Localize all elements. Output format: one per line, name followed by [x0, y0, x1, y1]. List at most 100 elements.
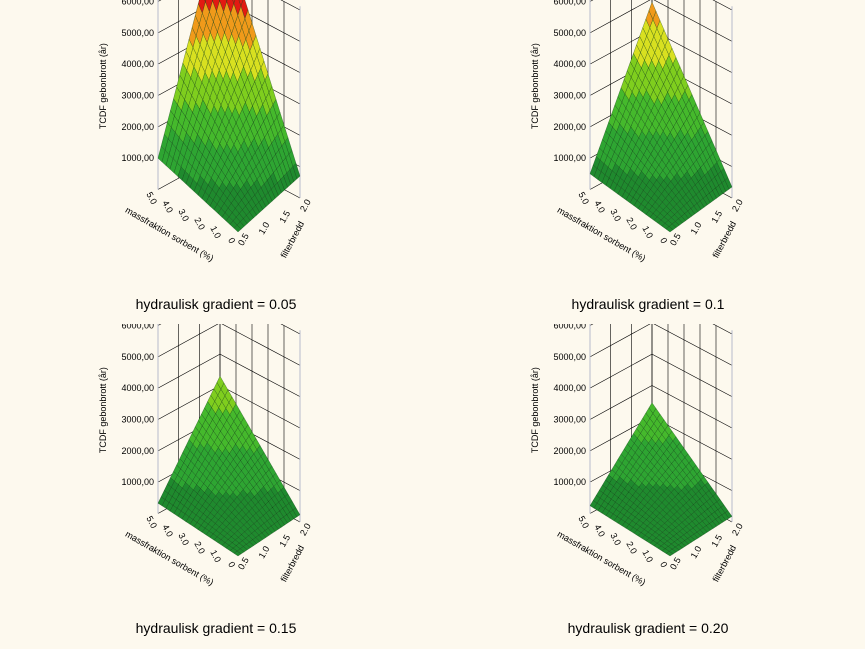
x-tick-label: 3.0 — [608, 207, 623, 223]
z-tick-label: 3000,00 — [553, 415, 586, 425]
y-axis-label: filterbredd — [279, 220, 307, 260]
y-axis-label: filterbredd — [711, 544, 739, 584]
x-axis-label: massfraktion sorbent (%) — [556, 205, 648, 264]
z-tick-label: 1000,00 — [553, 477, 586, 487]
x-tick-label: 0 — [226, 236, 237, 245]
z-tick-label: 5000,00 — [553, 352, 586, 362]
y-tick-label: 1.5 — [709, 533, 724, 549]
x-tick-label: 2.0 — [192, 216, 207, 232]
x-tick-label: 1.0 — [640, 548, 655, 564]
z-tick-label: 2000,00 — [553, 122, 586, 132]
z-tick-label: 6000,00 — [553, 0, 586, 7]
x-tick-label: 1.0 — [208, 224, 223, 240]
chart-panel-2: 1000,00 2000,00 3000,00 4000,00 5000,00 6000,… — [432, 0, 864, 324]
y-tick-label: 2.0 — [298, 198, 313, 214]
z-tick-label: 6000,00 — [121, 324, 154, 331]
x-tick-label: 5.0 — [576, 514, 591, 530]
surface-cell — [665, 551, 674, 557]
surface-cell — [232, 0, 236, 5]
x-tick-label: 3.0 — [608, 531, 623, 547]
y-tick-label: 1.0 — [257, 220, 272, 236]
z-tick-label: 3000,00 — [553, 91, 586, 101]
y-tick-label: 0.5 — [236, 232, 251, 248]
grid-line — [653, 324, 733, 366]
grid-line — [221, 324, 301, 366]
x-tick-label: 4.0 — [160, 199, 175, 215]
z-axis: 1000,00 2000,00 3000,00 4000,00 5000,00 6000,… — [530, 0, 586, 163]
y-tick-label: 2.0 — [730, 198, 745, 214]
grid-line — [651, 353, 733, 397]
z-axis: 1000,00 2000,00 3000,00 4000,00 5000,00 6000,… — [530, 324, 586, 487]
grid-line — [157, 324, 162, 326]
chart-panel-4: 1000,00 2000,00 3000,00 4000,00 5000,00 6000,… — [432, 324, 864, 648]
surface-plot-2: 1000,00 2000,00 3000,00 4000,00 5000,00 6000,… — [530, 0, 745, 264]
chart-caption-3: hydraulisk gradient = 0.15 — [135, 620, 297, 636]
z-axis-label: TCDF gebonbrott (år) — [98, 367, 108, 453]
z-tick-label: 1000,00 — [121, 153, 154, 163]
x-tick-label: 2.0 — [624, 540, 639, 556]
y-tick-label: 1.5 — [277, 533, 292, 549]
grid-line — [280, 0, 301, 11]
y-tick-label: 0.5 — [668, 232, 683, 248]
x-tick-label: 2.0 — [624, 216, 639, 232]
x-tick-label: 1.0 — [640, 224, 655, 240]
x-tick-label: 0 — [658, 236, 669, 245]
grid-line — [589, 324, 651, 358]
z-tick-label: 4000,00 — [121, 59, 154, 69]
grid-line — [219, 353, 301, 397]
x-tick-label: 4.0 — [592, 199, 607, 215]
x-tick-label: 2.0 — [192, 540, 207, 556]
z-axis-label: TCDF gebonbrott (år) — [530, 367, 540, 453]
grid-line — [589, 353, 653, 389]
z-axis-label: TCDF gebonbrott (år) — [98, 43, 108, 129]
y-tick-label: 2.0 — [730, 522, 745, 538]
chart-caption-2: hydraulisk gradient = 0.1 — [571, 296, 725, 312]
surface — [589, 1, 733, 233]
x-tick-label: 3.0 — [176, 207, 191, 223]
x-tick-label: 5.0 — [144, 190, 159, 206]
x-tick-label: 4.0 — [592, 523, 607, 539]
y-tick-label: 2.0 — [298, 522, 313, 538]
z-tick-label: 2000,00 — [121, 446, 154, 456]
z-tick-label: 4000,00 — [553, 59, 586, 69]
grid-line — [589, 0, 594, 2]
surface-plot-4: 1000,00 2000,00 3000,00 4000,00 5000,00 6000,… — [530, 324, 745, 588]
z-tick-label: 4000,00 — [553, 383, 586, 393]
y-axis-label: filterbredd — [711, 220, 739, 260]
grid-line — [157, 353, 221, 389]
x-tick-label: 0 — [658, 560, 669, 569]
z-tick-label: 3000,00 — [121, 91, 154, 101]
grid-line — [653, 0, 733, 42]
y-tick-label: 0.5 — [668, 556, 683, 572]
grid-line — [651, 385, 733, 429]
surface-plot-3: 1000,00 2000,00 3000,00 4000,00 5000,00 6000,… — [98, 324, 313, 588]
chart-caption-1: hydraulisk gradient = 0.05 — [135, 296, 297, 312]
x-tick-label: 4.0 — [160, 523, 175, 539]
x-tick-label: 3.0 — [176, 531, 191, 547]
z-tick-label: 1000,00 — [553, 153, 586, 163]
y-tick-label: 1.0 — [689, 220, 704, 236]
grid-line — [157, 385, 221, 420]
z-tick-label: 3000,00 — [121, 415, 154, 425]
z-tick-label: 6000,00 — [121, 0, 154, 7]
y-tick-label: 1.5 — [277, 209, 292, 225]
x-axis-label: massfraktion sorbent (%) — [124, 529, 216, 588]
surface-plot-1: 1000,00 2000,00 3000,00 4000,00 5000,00 6000,… — [98, 0, 313, 263]
grid-line — [589, 324, 594, 326]
grid-line — [712, 324, 733, 335]
z-tick-label: 5000,00 — [121, 352, 154, 362]
grid-line — [157, 324, 219, 358]
grid-line — [589, 0, 651, 34]
z-axis: 1000,00 2000,00 3000,00 4000,00 5000,00 6000,… — [98, 324, 154, 487]
grid-line — [589, 385, 653, 420]
surface — [157, 0, 301, 233]
z-tick-label: 5000,00 — [121, 28, 154, 38]
x-tick-label: 1.0 — [208, 548, 223, 564]
x-axis-label: massfraktion sorbent (%) — [556, 529, 648, 588]
y-tick-label: 1.5 — [709, 209, 724, 225]
z-tick-label: 1000,00 — [121, 477, 154, 487]
y-tick-label: 0.5 — [236, 556, 251, 572]
surface-cell — [665, 226, 674, 233]
x-tick-label: 5.0 — [576, 190, 591, 206]
